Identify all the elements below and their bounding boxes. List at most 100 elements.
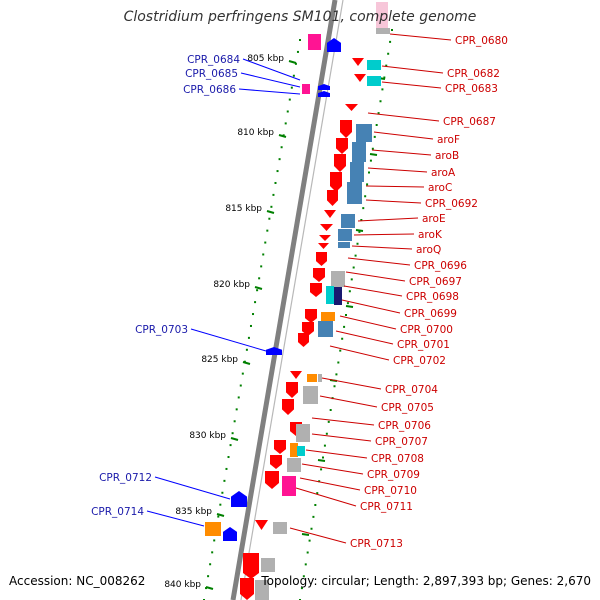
gene-label[interactable]: CPR_0698 (406, 291, 459, 303)
gene-arrow-reverse (327, 38, 341, 52)
ruler-dot-outer (213, 539, 216, 542)
backbone-layer (230, 0, 344, 600)
ruler-dot-outer (276, 170, 279, 173)
ruler-dot-outer (262, 253, 265, 256)
ruler-dot-outer (286, 110, 289, 113)
ruler-dot-inner (381, 88, 384, 91)
gene-label[interactable]: CPR_0712 (99, 472, 152, 484)
gene-label[interactable]: CPR_0699 (404, 308, 457, 320)
gene-label[interactable]: CPR_0680 (455, 35, 508, 47)
gene-arrow-forward (330, 172, 342, 192)
gene-block (273, 522, 287, 534)
gene-label[interactable]: CPR_0703 (135, 324, 188, 336)
gene-label[interactable]: aroB (435, 150, 459, 162)
ruler-minor-tick (301, 533, 310, 536)
right-label-connector (321, 377, 382, 390)
gene-block (331, 271, 345, 287)
ruler-dot-outer (278, 158, 281, 161)
ruler-label: 820 kbp (213, 280, 250, 290)
gene-label[interactable]: CPR_0709 (367, 469, 420, 481)
right-label-connector (319, 395, 378, 408)
gene-label[interactable]: aroQ (416, 244, 441, 256)
ruler-dot-outer (252, 313, 255, 316)
gene-arrow-forward (318, 243, 329, 249)
gene-label[interactable]: CPR_0692 (425, 198, 478, 210)
gene-label[interactable]: CPR_0705 (381, 402, 434, 414)
gene-label[interactable]: CPR_0707 (375, 436, 428, 448)
gene-arrow-forward (282, 399, 294, 415)
right-label-connector (381, 81, 442, 89)
gene-label[interactable]: aroC (428, 182, 452, 194)
ruler-dot-inner (333, 385, 336, 388)
ruler-dot-outer (270, 205, 273, 208)
ruler-minor-tick (355, 229, 364, 232)
gene-block (290, 443, 298, 457)
ruler-dot-inner (341, 337, 344, 340)
gene-label[interactable]: CPR_0701 (397, 339, 450, 351)
gene-block (261, 558, 275, 572)
gene-label[interactable]: CPR_0697 (409, 276, 462, 288)
right-label-connector (381, 65, 444, 74)
right-label-connector (389, 33, 452, 41)
gene-label[interactable]: CPR_0708 (371, 453, 424, 465)
gene-block (352, 142, 366, 162)
gene-label[interactable]: CPR_0704 (385, 384, 438, 396)
ruler-minor-tick (369, 153, 378, 156)
gene-block (376, 28, 390, 34)
topology-text: Topology: circular; Length: 2,897,393 bp… (261, 574, 591, 588)
ruler-label: 810 kbp (237, 128, 274, 138)
ruler-dot-outer (211, 551, 214, 554)
right-label-connector (373, 131, 434, 140)
gene-block (287, 458, 301, 472)
gene-block (303, 386, 318, 404)
gene-block (255, 580, 269, 600)
gene-label[interactable]: CPR_0684 (187, 54, 240, 66)
gene-arrow-forward (313, 268, 325, 282)
gene-block (350, 162, 364, 182)
feature-layer (205, 2, 390, 600)
ruler-dot-inner (345, 314, 347, 316)
ruler-dot-inner (325, 432, 328, 435)
ruler-dot-outer (268, 217, 271, 220)
right-label-connector (299, 477, 361, 491)
gene-block (282, 476, 296, 496)
backbone-inner-strand (240, 0, 344, 600)
ruler-dot-outer (274, 181, 277, 184)
gene-label[interactable]: CPR_0706 (378, 420, 431, 432)
right-label-connector (347, 257, 411, 266)
right-label-connector (345, 271, 406, 282)
gene-label[interactable]: CPR_0683 (445, 83, 498, 95)
gene-arrow-forward (316, 252, 327, 266)
ruler-dot-inner (385, 64, 388, 67)
gene-label[interactable]: CPR_0686 (183, 84, 236, 96)
gene-arrow-forward (324, 210, 336, 218)
ruler-dot-outer (229, 444, 232, 447)
gene-label[interactable]: CPR_0685 (185, 68, 238, 80)
ruler-dot-outer (239, 384, 242, 387)
gene-arrow-forward (334, 154, 346, 172)
ruler-dot-outer (247, 336, 250, 339)
gene-label[interactable]: CPR_0710 (364, 485, 417, 497)
gene-label[interactable]: aroF (437, 134, 460, 146)
gene-label[interactable]: aroA (431, 167, 456, 179)
gene-label[interactable]: CPR_0696 (414, 260, 467, 272)
ruler-dot-outer (254, 301, 257, 304)
ruler-label: 825 kbp (201, 355, 238, 365)
gene-label[interactable]: CPR_0714 (91, 506, 144, 518)
gene-arrow-forward (352, 58, 364, 66)
ruler-dot-inner (379, 100, 382, 103)
ruler-dot-inner (302, 575, 305, 578)
ruler-dot-outer (237, 396, 240, 399)
gene-label[interactable]: CPR_0711 (360, 501, 413, 513)
gene-label[interactable]: aroK (418, 229, 443, 241)
gene-label[interactable]: CPR_0713 (350, 538, 403, 550)
gene-label[interactable]: CPR_0702 (393, 355, 446, 367)
gene-label[interactable]: aroE (422, 213, 446, 225)
gene-label[interactable]: CPR_0700 (400, 324, 453, 336)
ruler-dot-outer (280, 146, 283, 149)
gene-label[interactable]: CPR_0687 (443, 116, 496, 128)
gene-block (302, 84, 310, 94)
right-label-connector (295, 487, 357, 507)
ruler-dot-inner (352, 266, 355, 269)
gene-label[interactable]: CPR_0682 (447, 68, 500, 80)
